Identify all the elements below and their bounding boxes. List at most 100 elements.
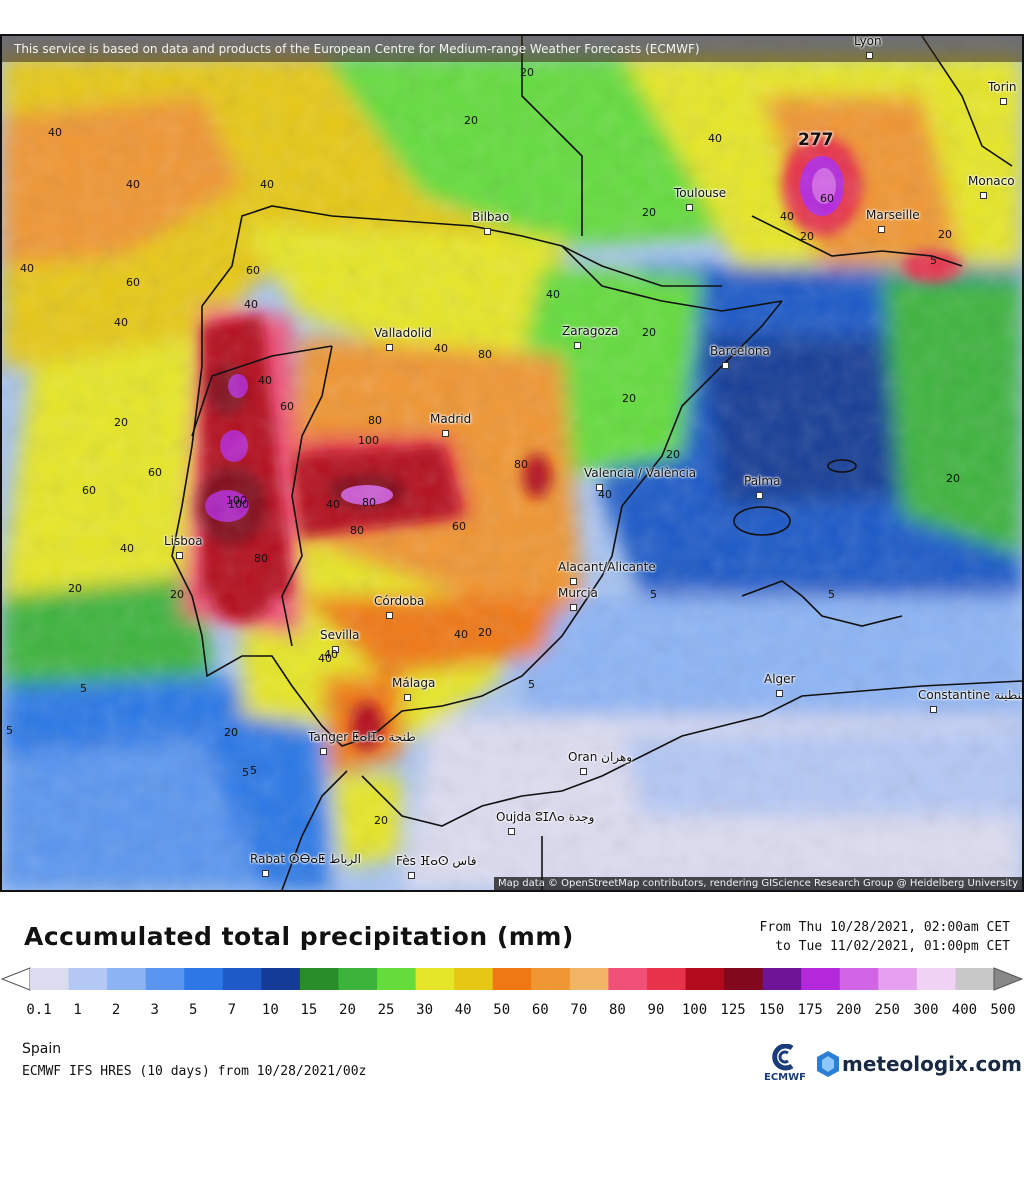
isoline-value: 60 — [452, 520, 466, 533]
city-label: Murcia — [558, 586, 598, 600]
scale-tick-label: 30 — [416, 1002, 434, 1018]
region-label: Spain — [22, 1041, 62, 1057]
scale-arrow-high — [993, 967, 1024, 991]
scale-swatch — [531, 968, 571, 990]
scale-tick-label: 300 — [913, 1002, 939, 1018]
isoline-value: 40 — [244, 298, 258, 311]
city-marker — [686, 204, 693, 211]
isoline-value: 80 — [350, 524, 364, 537]
isoline-value: 40 — [434, 342, 448, 355]
scale-swatch — [261, 968, 301, 990]
meteologix-hex-icon — [817, 1051, 839, 1077]
scale-swatch — [955, 968, 995, 990]
city-marker — [386, 344, 393, 351]
city-marker — [1000, 98, 1007, 105]
isoline-value: 20 — [464, 114, 478, 127]
isoline-value: 60 — [246, 264, 260, 277]
isoline-value: 20 — [666, 448, 680, 461]
isoline-value: 20 — [374, 814, 388, 827]
city-label: Málaga — [392, 676, 436, 690]
scale-swatch — [569, 968, 609, 990]
city-label: Palma — [744, 474, 781, 488]
meteologix-logo[interactable]: meteologix.com — [816, 1050, 1022, 1080]
city-marker — [866, 52, 873, 59]
map-canvas[interactable] — [2, 36, 1022, 890]
scale-swatch — [145, 968, 185, 990]
city-marker — [776, 690, 783, 697]
color-scale-bar — [0, 967, 1024, 991]
isoline-value: 20 — [68, 582, 82, 595]
isoline-value: 20 — [478, 626, 492, 639]
precipitation-map[interactable]: This service is based on data and produc… — [0, 34, 1024, 892]
city-label: Alacant/Alicante — [558, 560, 656, 574]
isoline-value: 5 — [242, 766, 249, 779]
city-label: Zaragoza — [562, 324, 619, 338]
city-label: Alger — [764, 672, 796, 686]
city-label: Valladolid — [374, 326, 432, 340]
attribution-top: This service is based on data and produc… — [2, 36, 1022, 62]
isoline-value: 5 — [650, 588, 657, 601]
scale-tick-label: 50 — [493, 1002, 511, 1018]
forecast-period: From Thu 10/28/2021, 02:00am CET to Tue … — [760, 918, 1010, 956]
scale-tick-label: 10 — [261, 1002, 279, 1018]
isoline-value: 20 — [642, 206, 656, 219]
isoline-value: 40 — [326, 498, 340, 511]
texture-overlay — [2, 36, 1022, 890]
isoline-value: 60 — [126, 276, 140, 289]
city-marker — [442, 430, 449, 437]
isoline-value: 5 — [80, 682, 87, 695]
isoline-value: 40 — [260, 178, 274, 191]
isoline-value: 80 — [478, 348, 492, 361]
legend-panel: Accumulated total precipitation (mm) Fro… — [0, 892, 1024, 1198]
city-label: Torin — [988, 80, 1017, 94]
scale-tick-label: 25 — [377, 1002, 395, 1018]
scale-tick-label: 125 — [720, 1002, 746, 1018]
scale-swatch — [338, 968, 378, 990]
scale-swatch — [762, 968, 802, 990]
scale-tick-label: 100 — [681, 1002, 708, 1018]
isoline-value: 60 — [82, 484, 96, 497]
city-marker — [980, 192, 987, 199]
scale-swatch — [222, 968, 262, 990]
city-marker — [508, 828, 515, 835]
scale-tick-label: 1 — [73, 1002, 82, 1018]
ecmwf-label: ECMWF — [764, 1072, 806, 1083]
isoline-value: 40 — [780, 210, 794, 223]
period-from: From Thu 10/28/2021, 02:00am CET — [759, 920, 1010, 935]
isoline-value: 40 — [318, 652, 332, 665]
scale-swatch — [30, 968, 70, 990]
scale-tick-label: 5 — [189, 1002, 198, 1018]
scale-tick-label: 7 — [227, 1002, 237, 1018]
isoline-value: 20 — [622, 392, 636, 405]
scale-ticks: 0.1 1 2 3 5 7 10 15 20 25 30 40 50 60 70 80 90 100 125 150 1… — [0, 1002, 1024, 1022]
city-marker — [580, 768, 587, 775]
isoline-value: 20 — [224, 726, 238, 739]
brand-name: meteologix.com — [842, 1052, 1022, 1076]
scale-tick-label: 20 — [339, 1002, 356, 1018]
city-label: Córdoba — [374, 594, 425, 608]
isoline-value: 20 — [938, 228, 952, 241]
isoline-value: 5 — [828, 588, 835, 601]
isoline-value: 20 — [520, 66, 534, 79]
scale-tick-label: 80 — [608, 1002, 626, 1018]
isoline-value: 40 — [708, 132, 722, 145]
scale-tick-label: 250 — [874, 1002, 900, 1018]
isoline-value: 80 — [254, 552, 268, 565]
scale-tick-label: 40 — [454, 1002, 472, 1018]
city-label: Sevilla — [320, 628, 360, 642]
city-marker — [176, 552, 183, 559]
isoline-value: 40 — [48, 126, 62, 139]
city-label: Oran وهران — [568, 750, 633, 764]
scale-swatch — [68, 968, 108, 990]
city-label: Lyon — [854, 34, 882, 48]
scale-swatch — [801, 968, 841, 990]
scale-swatch — [724, 968, 764, 990]
scale-swatch — [608, 968, 648, 990]
city-label: Toulouse — [674, 186, 727, 200]
isoline-value: 40 — [546, 288, 560, 301]
city-label: Bilbao — [472, 210, 510, 224]
scale-tick-label: 200 — [836, 1002, 862, 1018]
city-label: Lisboa — [164, 534, 203, 548]
isoline-value: 40 — [324, 648, 338, 661]
isoline-value: 60 — [148, 466, 162, 479]
